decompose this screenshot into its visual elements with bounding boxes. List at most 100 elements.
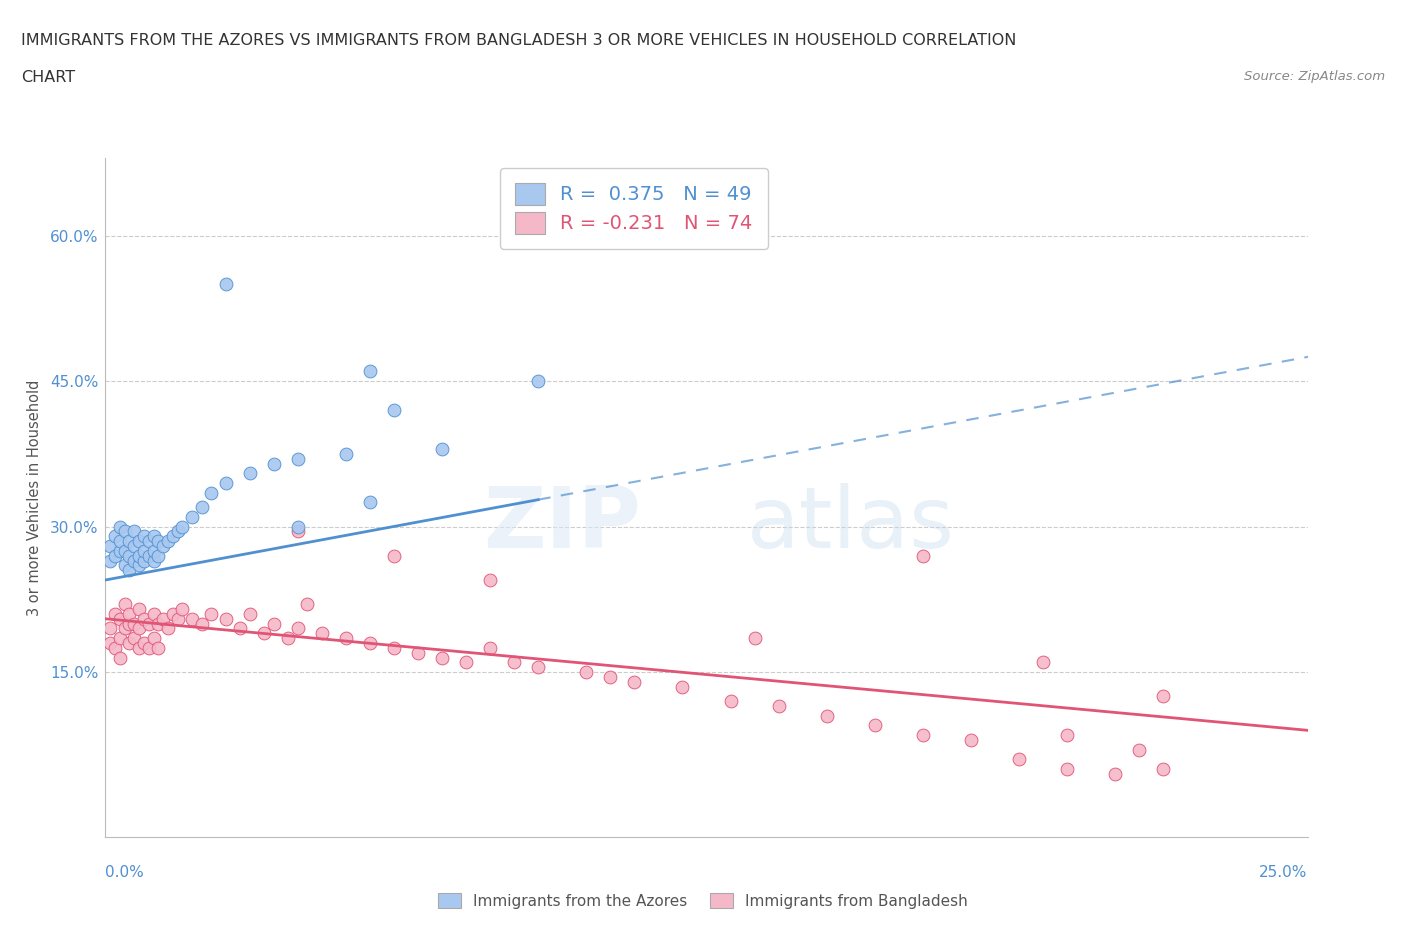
Point	[359, 364, 381, 379]
Point	[1008, 752, 1031, 767]
Point	[104, 641, 127, 656]
Point	[114, 597, 136, 612]
Text: CHART: CHART	[21, 70, 75, 85]
Point	[1032, 655, 1054, 670]
Point	[200, 485, 222, 500]
Point	[527, 660, 550, 675]
Point	[108, 611, 131, 626]
Point	[479, 641, 502, 656]
Point	[287, 621, 309, 636]
Point	[124, 525, 146, 539]
Point	[98, 538, 121, 553]
Point	[98, 621, 121, 636]
Point	[152, 538, 174, 553]
Point	[114, 543, 136, 558]
Point	[124, 538, 146, 553]
Point	[359, 635, 381, 650]
Point	[156, 621, 179, 636]
Point	[138, 534, 160, 549]
Text: 25.0%: 25.0%	[1260, 865, 1308, 880]
Point	[190, 617, 212, 631]
Point	[128, 534, 150, 549]
Point	[239, 466, 262, 481]
Point	[118, 617, 141, 631]
Point	[142, 543, 165, 558]
Point	[148, 617, 170, 631]
Point	[132, 553, 155, 568]
Point	[124, 617, 146, 631]
Point	[430, 650, 453, 665]
Point	[277, 631, 299, 645]
Point	[118, 635, 141, 650]
Point	[108, 631, 131, 645]
Point	[148, 534, 170, 549]
Point	[1104, 766, 1126, 781]
Point	[166, 525, 188, 539]
Point	[623, 674, 645, 689]
Point	[162, 529, 184, 544]
Point	[118, 606, 141, 621]
Point	[287, 451, 309, 466]
Point	[239, 606, 262, 621]
Point	[287, 519, 309, 534]
Point	[114, 621, 136, 636]
Point	[454, 655, 477, 670]
Point	[124, 553, 146, 568]
Point	[311, 626, 333, 641]
Point	[181, 510, 204, 525]
Point	[599, 670, 621, 684]
Legend: R =  0.375   N = 49, R = -0.231   N = 74: R = 0.375 N = 49, R = -0.231 N = 74	[501, 167, 768, 249]
Point	[152, 611, 174, 626]
Point	[297, 597, 319, 612]
Text: ZIP: ZIP	[484, 484, 641, 566]
Point	[382, 403, 405, 418]
Point	[720, 694, 742, 709]
Y-axis label: 3 or more Vehicles in Household: 3 or more Vehicles in Household	[27, 379, 42, 616]
Point	[200, 606, 222, 621]
Point	[335, 631, 357, 645]
Point	[132, 635, 155, 650]
Point	[118, 549, 141, 564]
Point	[768, 698, 790, 713]
Point	[1152, 762, 1174, 777]
Point	[142, 553, 165, 568]
Point	[142, 606, 165, 621]
Point	[104, 549, 127, 564]
Point	[148, 641, 170, 656]
Point	[863, 718, 886, 733]
Point	[138, 617, 160, 631]
Point	[190, 499, 212, 514]
Point	[214, 277, 236, 292]
Point	[263, 617, 285, 631]
Point	[128, 621, 150, 636]
Point	[172, 602, 194, 617]
Point	[104, 606, 127, 621]
Point	[960, 733, 983, 748]
Point	[911, 727, 934, 742]
Point	[382, 641, 405, 656]
Point	[815, 709, 838, 724]
Point	[503, 655, 526, 670]
Point	[128, 549, 150, 564]
Text: Source: ZipAtlas.com: Source: ZipAtlas.com	[1244, 70, 1385, 83]
Point	[214, 475, 236, 490]
Point	[104, 529, 127, 544]
Point	[382, 549, 405, 564]
Point	[118, 563, 141, 578]
Point	[359, 495, 381, 510]
Point	[744, 631, 766, 645]
Point	[114, 525, 136, 539]
Point	[263, 457, 285, 472]
Point	[156, 534, 179, 549]
Point	[253, 626, 276, 641]
Point	[124, 631, 146, 645]
Point	[671, 679, 693, 694]
Point	[181, 611, 204, 626]
Point	[148, 549, 170, 564]
Point	[479, 573, 502, 588]
Point	[1056, 762, 1078, 777]
Text: 0.0%: 0.0%	[105, 865, 145, 880]
Point	[118, 534, 141, 549]
Point	[98, 553, 121, 568]
Point	[335, 446, 357, 461]
